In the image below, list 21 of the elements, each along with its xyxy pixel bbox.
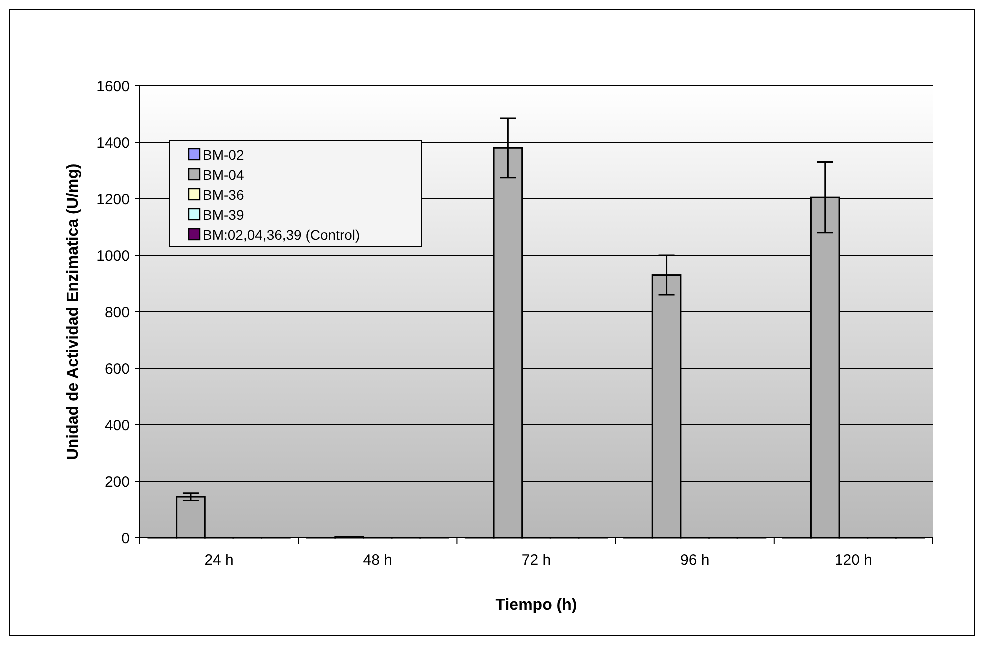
- x-tick-label: 96 h: [680, 552, 710, 569]
- legend-label: BM-04: [203, 166, 244, 183]
- y-tick-label: 600: [104, 360, 130, 378]
- legend-label: BM-39: [203, 206, 244, 223]
- x-axis-title: Tiempo (h): [496, 597, 578, 614]
- x-tick-label: 24 h: [204, 552, 234, 569]
- legend-label: BM-36: [203, 186, 244, 203]
- y-tick-label: 0: [122, 530, 130, 548]
- y-tick-label: 200: [104, 474, 130, 491]
- y-axis-title: Unidad de Actividad Enzimatica (U/mg): [65, 164, 82, 460]
- x-tick-label: 48 h: [363, 552, 392, 569]
- y-tick-label: 1200: [96, 191, 130, 208]
- legend-label: BM-02: [203, 146, 244, 163]
- y-tick-label: 400: [104, 417, 130, 434]
- x-tick-label: 120 h: [834, 552, 872, 569]
- y-tick-label: 1600: [96, 78, 130, 96]
- y-tick-label: 1000: [96, 248, 130, 265]
- legend-label: BM:02,04,36,39 (Control): [203, 226, 360, 243]
- x-tick-label: 72 h: [522, 552, 552, 569]
- y-tick-label: 1400: [96, 134, 130, 152]
- y-tick-label: 800: [104, 304, 130, 322]
